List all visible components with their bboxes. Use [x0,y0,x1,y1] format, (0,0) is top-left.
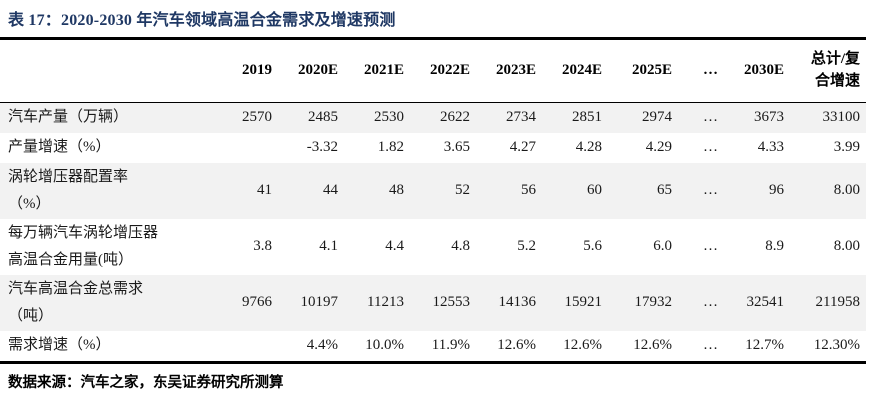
cell: 3.65 [443,139,470,155]
cell: 11.9% [431,337,470,353]
cell: 4.27 [509,139,536,155]
cell: 2851 [572,109,602,126]
column-header: 2030E [724,40,790,103]
cell: 4.4 [385,238,404,254]
row-label: 汽车产量（万辆） [8,109,129,126]
cell: … [703,337,718,353]
cell: 12.6% [633,337,672,353]
column-header: 2023E [476,40,542,103]
column-header: 2024E [542,40,608,103]
cell [188,331,278,361]
column-header: 2022E [410,40,476,103]
column-header: 2021E [344,40,410,103]
cell: 6.0 [653,238,672,254]
cell: 5.6 [583,238,602,254]
cell: 2530 [374,109,404,126]
cell: 56 [521,182,536,198]
cell: 2974 [642,109,672,126]
table-row: 汽车高温合金总需求 （吨） 9766 10197 11213 12553 14136 159… [0,274,866,331]
row-label: 需求增速（%） [8,337,111,353]
cell: 2570 [242,109,272,126]
cell: 12.6% [563,337,602,353]
cell: 15921 [564,294,603,310]
cell: 1.82 [377,139,404,155]
cell: 3.99 [833,139,860,155]
table-row: 产量增速（%） -3.32 1.82 3.65 4.27 4.28 4.29 … 4.33 3.9… [0,133,866,163]
cell: 14136 [498,294,537,310]
cell: 33100 [822,109,861,126]
cell: 2485 [308,109,338,126]
cell: 4.1 [319,238,338,254]
forecast-table: 2019 2020E 2021E 2022E 2023E 2024E 2025E… 2030E… [0,40,866,361]
cell: 211958 [815,294,860,310]
cell: 4.33 [757,139,784,155]
cell: 10197 [300,294,339,310]
column-header: 2025E [608,40,678,103]
table-body: 汽车产量（万辆） 2570 2485 2530 2622 2734 2851 2974 … 367… [0,102,866,361]
cell: 96 [769,182,784,198]
cell: 4.29 [645,139,672,155]
cell: … [703,238,718,254]
header-label-col [0,40,188,103]
table-header: 2019 2020E 2021E 2022E 2023E 2024E 2025E… 2030E… [0,40,866,103]
row-label: 产量增速（%） [8,139,111,155]
cell: 12.30% [813,337,860,353]
table-row: 每万辆汽车涡轮增压器 高温合金用量(吨） 3.8 4.1 4.4 4.8 5.2 5.6 6.… [0,219,866,275]
column-header: 2019 [188,40,278,103]
cell: 48 [389,182,404,198]
cell: 60 [587,182,602,198]
table-row: 需求增速（%） 4.4% 10.0% 11.9% 12.6% 12.6% 12.6% … 12.… [0,331,866,361]
cell: … [703,294,718,310]
row-label: 涡轮增压器配置率 （%） [8,168,129,212]
cell: … [703,182,718,198]
cell: 8.00 [833,238,860,254]
cell: 4.8 [451,238,470,254]
cell: 32541 [746,294,785,310]
data-source-note: 数据来源：汽车之家，东吴证券研究所测算 [8,375,284,391]
row-label: 每万辆汽车涡轮增压器 高温合金用量(吨） [8,224,159,268]
cell: 9766 [242,294,272,310]
cell: 2622 [440,109,470,126]
cell: 12553 [432,294,471,310]
table-row: 汽车产量（万辆） 2570 2485 2530 2622 2734 2851 2974 … 367… [0,102,866,133]
cell: 41 [257,182,272,198]
cell: 44 [323,182,338,198]
cell: 3673 [754,109,784,126]
table-container: 2019 2020E 2021E 2022E 2023E 2024E 2025E… 2030E… [0,37,866,364]
table-row: 涡轮增压器配置率 （%） 41 44 48 52 56 60 65 … 96 8.00 [0,162,866,219]
column-header: … [678,40,724,103]
cell: 11213 [367,294,404,310]
cell: 4.28 [575,139,602,155]
column-header: 2020E [278,40,344,103]
cell: 8.00 [833,182,860,198]
cell: -3.32 [306,139,338,155]
cell: 17932 [634,294,673,310]
cell: 12.6% [497,337,536,353]
cell: 8.9 [765,238,784,254]
cell: 4.4% [306,337,338,353]
cell: 12.7% [745,337,784,353]
header-row: 2019 2020E 2021E 2022E 2023E 2024E 2025E… 2030E… [0,40,866,103]
cell: 52 [455,182,470,198]
cell: … [703,139,718,155]
cell: … [703,109,718,126]
cell: 10.0% [365,337,404,353]
cell: 5.2 [517,238,536,254]
cell: 3.8 [253,238,272,254]
cell: 65 [657,182,672,198]
cell: 2734 [506,109,536,126]
cell [188,133,278,163]
table-title: 表 17：2020-2030 年汽车领域高温合金需求及增速预测 [8,12,396,29]
column-header: 总计/复 合增速 [790,40,866,103]
row-label: 汽车高温合金总需求 （吨） [8,280,144,324]
